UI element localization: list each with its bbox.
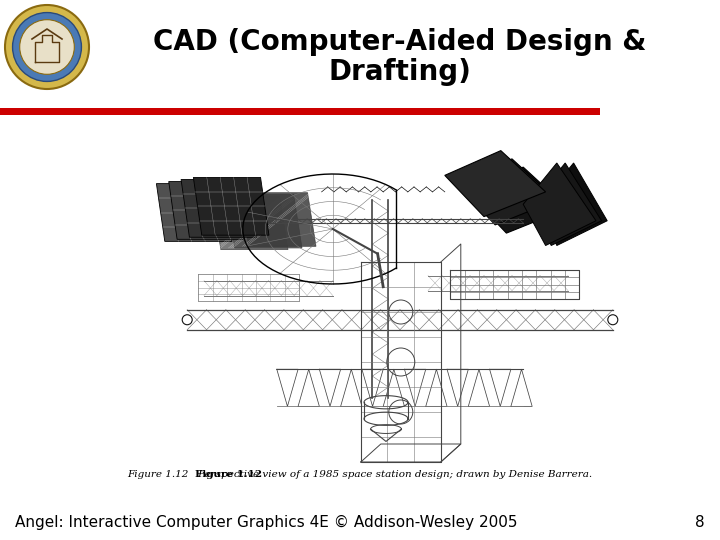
Polygon shape <box>523 163 596 246</box>
Polygon shape <box>456 159 557 225</box>
Polygon shape <box>168 181 244 239</box>
Circle shape <box>19 19 74 75</box>
Bar <box>0 108 600 115</box>
Polygon shape <box>445 151 546 217</box>
Polygon shape <box>531 163 602 246</box>
Polygon shape <box>212 196 288 249</box>
Text: Drafting): Drafting) <box>328 58 472 86</box>
Polygon shape <box>194 178 269 235</box>
Polygon shape <box>540 163 607 246</box>
Text: Figure 1.12: Figure 1.12 <box>195 470 262 479</box>
Polygon shape <box>181 179 256 237</box>
Polygon shape <box>467 167 568 233</box>
Text: Angel: Interactive Computer Graphics 4E © Addison-Wesley 2005: Angel: Interactive Computer Graphics 4E … <box>15 515 518 530</box>
Circle shape <box>12 12 81 82</box>
Text: CAD (Computer-Aided Design &: CAD (Computer-Aided Design & <box>153 28 647 56</box>
Text: Figure 1.12   Perspective view of a 1985 space station design; drawn by Denise B: Figure 1.12 Perspective view of a 1985 s… <box>127 470 593 479</box>
Text: 8: 8 <box>696 515 705 530</box>
Circle shape <box>5 5 89 89</box>
Polygon shape <box>240 193 316 246</box>
Polygon shape <box>226 194 302 248</box>
Polygon shape <box>156 184 232 241</box>
